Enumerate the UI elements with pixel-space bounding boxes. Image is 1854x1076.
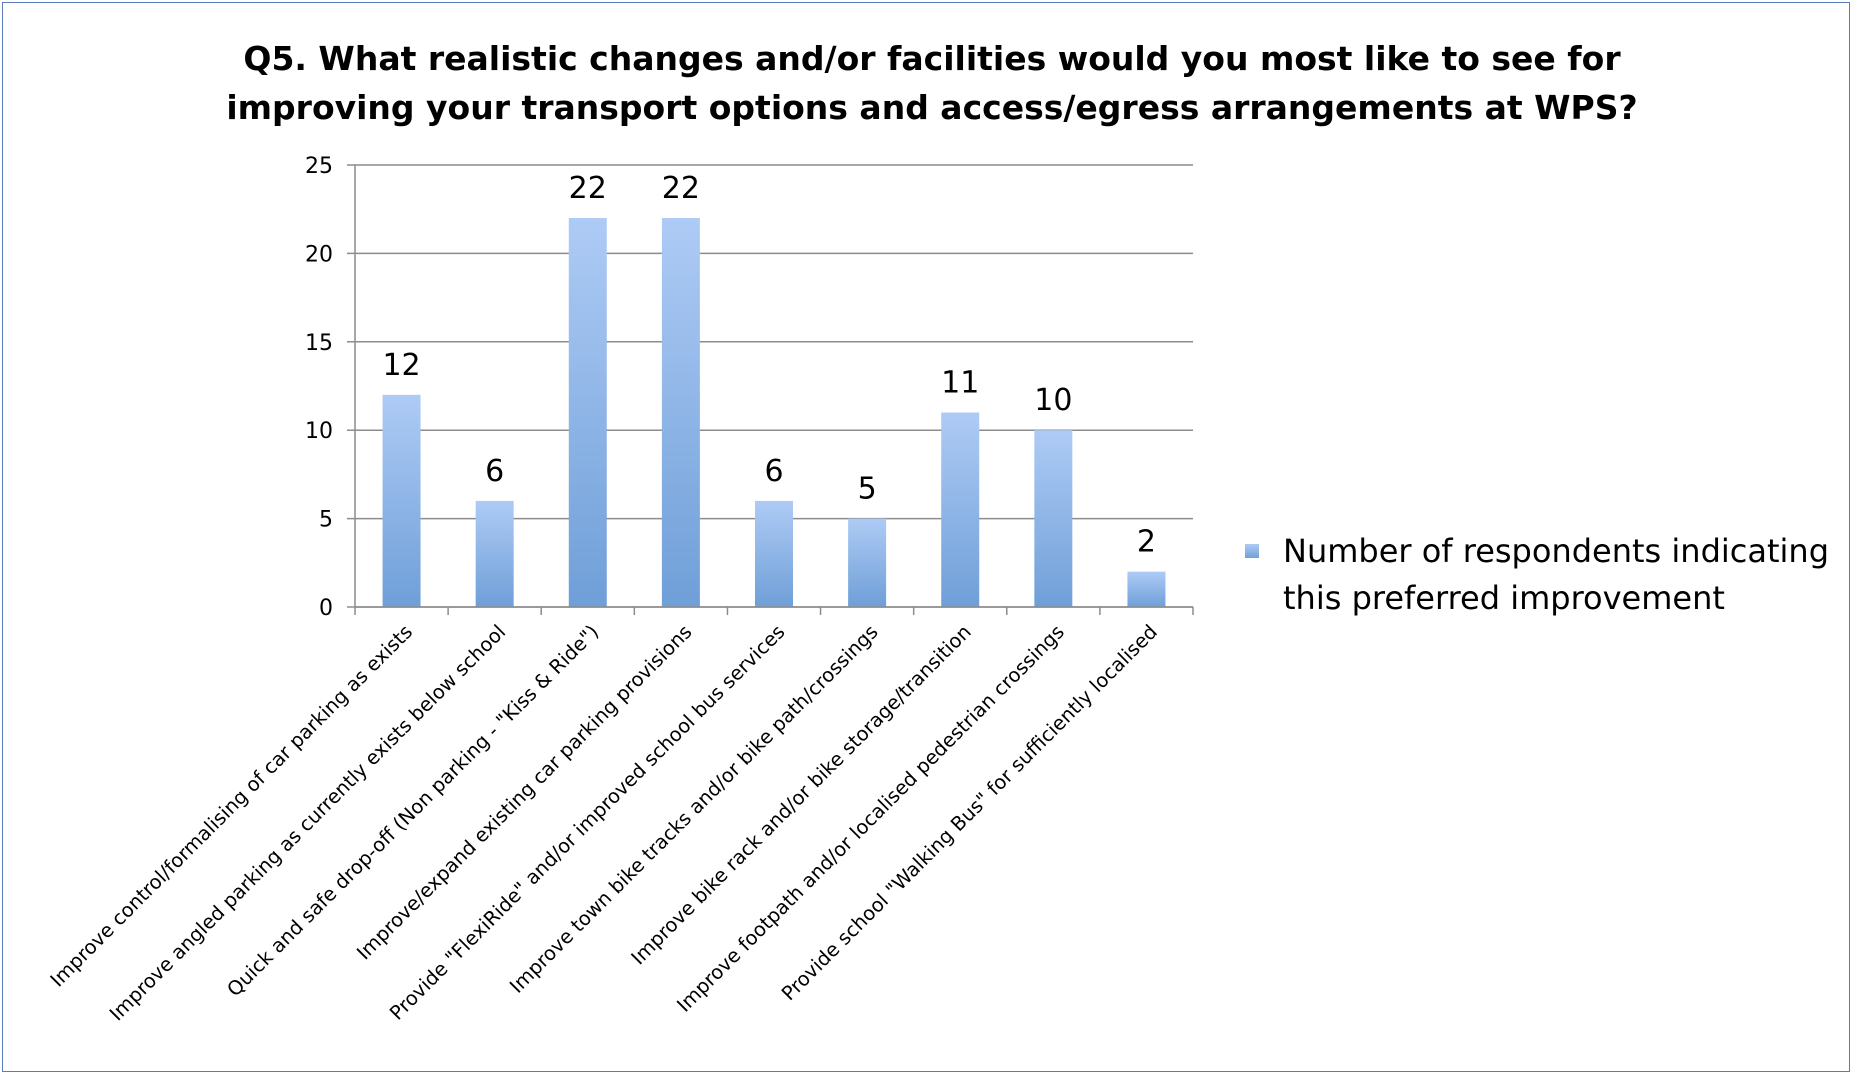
data-label: 5: [858, 472, 877, 507]
y-tick-label: 25: [305, 154, 333, 179]
chart-title-line-1: Q5. What realistic changes and/or facili…: [243, 39, 1621, 78]
bar: [568, 218, 607, 608]
legend: Number of respondents indicating this pr…: [1245, 532, 1829, 617]
data-label: 6: [764, 454, 783, 489]
x-tick-label: Improve/expand existing car parking prov…: [352, 620, 696, 964]
data-label: 2: [1137, 525, 1156, 560]
bar: [941, 412, 980, 607]
y-tick-label: 20: [305, 242, 333, 267]
y-tick-label: 10: [305, 419, 333, 444]
x-axis-tick-labels: Improve control/formalising of car parki…: [46, 620, 1162, 1025]
data-label: 11: [941, 366, 979, 401]
bar: [755, 500, 793, 607]
data-label: 22: [662, 171, 700, 206]
legend-label-line-1: Number of respondents indicating: [1283, 532, 1829, 570]
bar: [1034, 430, 1073, 607]
y-tick-label: 0: [319, 596, 333, 621]
axes: [354, 165, 1194, 615]
data-labels: 12 6 22 22 6 5 11 10 2: [382, 171, 1156, 560]
legend-swatch: [1245, 544, 1259, 558]
bar: [1127, 571, 1166, 607]
bars: [382, 218, 1166, 608]
bar: [382, 394, 421, 607]
y-tick-label: 5: [319, 508, 333, 533]
bar: [661, 218, 700, 608]
x-tick-label: Improve bike rack and/or bike storage/tr…: [627, 620, 976, 969]
chart-title-line-2: improving your transport options and acc…: [226, 88, 1637, 127]
data-label: 10: [1034, 383, 1072, 418]
data-label: 6: [485, 454, 504, 489]
bar: [475, 500, 514, 607]
data-label: 12: [382, 348, 420, 383]
x-tick-label: Improve control/formalising of car parki…: [46, 620, 417, 991]
y-axis-ticks: 0 5 10 15 20 25: [305, 154, 355, 621]
data-label: 22: [569, 171, 607, 206]
bar: [848, 518, 887, 607]
legend-label-line-2: this preferred improvement: [1283, 579, 1725, 617]
y-tick-label: 15: [305, 331, 333, 356]
